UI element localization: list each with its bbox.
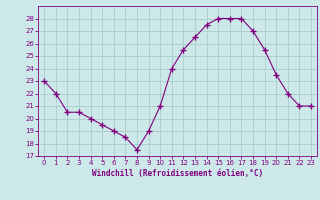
X-axis label: Windchill (Refroidissement éolien,°C): Windchill (Refroidissement éolien,°C) <box>92 169 263 178</box>
